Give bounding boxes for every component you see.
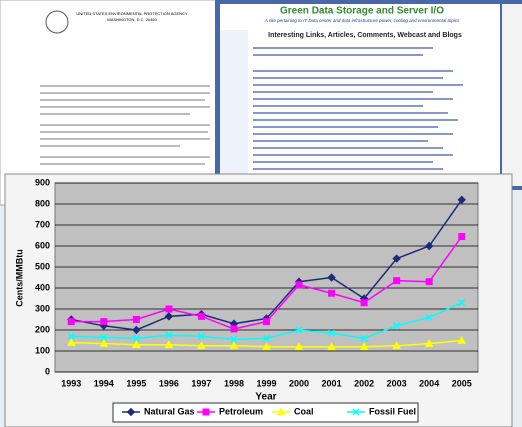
letter-agency: UNITED STATES ENVIRONMENTAL PROTECTION A… xyxy=(76,11,188,16)
marker xyxy=(327,273,336,282)
site-sidebar xyxy=(502,4,522,186)
marker xyxy=(425,278,433,286)
marker xyxy=(392,341,402,350)
marker xyxy=(262,342,271,351)
marker xyxy=(393,277,401,285)
legend-marker xyxy=(352,408,360,416)
seal xyxy=(45,10,69,34)
marker xyxy=(132,325,141,335)
legend-marker xyxy=(126,407,136,417)
x-tick-label: 1993 xyxy=(61,378,81,388)
marker xyxy=(230,335,238,343)
marker xyxy=(165,331,173,339)
y-tick-label: 100 xyxy=(35,345,50,355)
marker xyxy=(393,322,401,330)
marker xyxy=(262,334,271,342)
marker xyxy=(458,299,466,307)
x-tick-label: 2005 xyxy=(452,378,472,388)
site-title: Green Data Storage and Server I/O xyxy=(280,6,444,17)
marker xyxy=(230,325,238,333)
x-tick-label: 2001 xyxy=(322,378,342,388)
y-tick-label: 0 xyxy=(45,366,50,376)
x-tick-label: 1995 xyxy=(126,378,146,388)
marker xyxy=(295,326,303,334)
marker xyxy=(425,313,433,321)
legend-box xyxy=(112,402,419,423)
x-tick-label: 1996 xyxy=(159,378,179,388)
marker xyxy=(327,342,336,351)
x-tick-label: 2002 xyxy=(354,378,374,388)
x-axis-label: Year xyxy=(255,392,276,403)
plot-area xyxy=(54,182,479,373)
marker xyxy=(328,329,336,337)
marker xyxy=(197,312,205,320)
letter-page xyxy=(0,0,229,206)
marker xyxy=(67,332,75,340)
x-tick-label: 2004 xyxy=(419,378,439,388)
marker xyxy=(164,340,174,348)
legend-label: Fossil Fuel xyxy=(369,406,416,416)
x-tick-label: 1997 xyxy=(191,378,211,388)
x-tick-label: 1998 xyxy=(224,378,244,388)
site-link-lines xyxy=(253,47,463,170)
letter-city: WASHINGTON, D.C. 20460 xyxy=(107,17,158,22)
y-tick-label: 500 xyxy=(35,261,50,271)
marker xyxy=(359,342,369,351)
marker xyxy=(328,289,336,297)
y-tick-label: 700 xyxy=(35,219,50,229)
marker xyxy=(457,335,467,344)
site-heading: Interesting Links, Articles, Comments, W… xyxy=(268,32,462,39)
marker xyxy=(392,254,401,263)
marker xyxy=(100,318,108,326)
marker xyxy=(100,333,108,341)
y-tick-label: 900 xyxy=(35,177,50,187)
y-axis-label: Cents/MMBtu xyxy=(14,249,24,307)
marker xyxy=(165,305,173,313)
y-tick-label: 200 xyxy=(35,324,50,334)
marker xyxy=(457,195,466,205)
marker xyxy=(458,233,466,241)
marker xyxy=(360,334,368,342)
marker xyxy=(131,340,141,348)
y-tick-label: 300 xyxy=(35,303,50,313)
marker xyxy=(263,318,270,326)
x-tick-label: 2003 xyxy=(387,378,407,388)
marker xyxy=(99,339,109,347)
legend-marker xyxy=(202,408,210,416)
site-subtitle: A site pertaining to IT Data center and … xyxy=(264,18,460,23)
marker xyxy=(360,299,368,307)
site-nav xyxy=(220,30,248,186)
marker xyxy=(229,341,239,350)
marker xyxy=(132,316,140,323)
marker xyxy=(197,341,206,350)
marker xyxy=(197,332,205,340)
legend-label: Petroleum xyxy=(219,406,263,416)
marker xyxy=(132,334,140,342)
marker xyxy=(424,339,434,347)
legend-marker xyxy=(276,407,286,416)
legend-label: Coal xyxy=(294,406,314,416)
letter-text-lines xyxy=(40,85,210,165)
marker xyxy=(424,241,434,251)
marker xyxy=(66,338,76,346)
marker xyxy=(67,318,75,326)
marker xyxy=(295,281,303,289)
y-tick-label: 400 xyxy=(35,282,50,292)
x-tick-label: 2000 xyxy=(289,378,309,388)
legend-label: Natural Gas xyxy=(144,406,195,416)
y-tick-label: 800 xyxy=(35,198,50,208)
x-tick-label: 1994 xyxy=(94,378,114,388)
x-tick-label: 1999 xyxy=(256,378,276,388)
marker xyxy=(294,342,304,351)
y-tick-label: 600 xyxy=(35,240,50,250)
marker xyxy=(164,312,174,321)
